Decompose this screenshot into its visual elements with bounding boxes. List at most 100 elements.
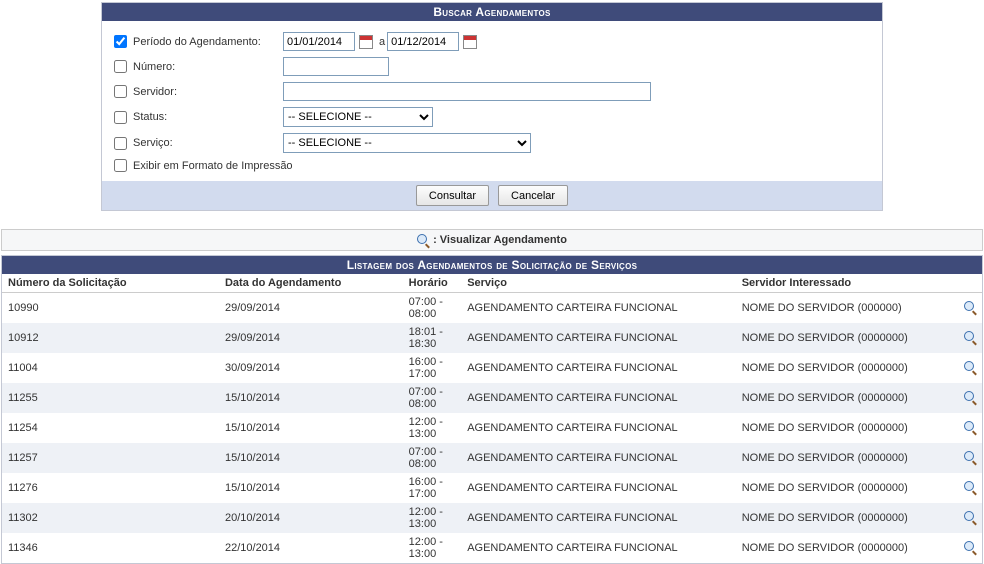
cell-data: 15/10/2014 bbox=[219, 383, 403, 413]
cell-data: 29/09/2014 bbox=[219, 323, 403, 353]
col-header-action bbox=[958, 274, 982, 293]
listing-table: Número da Solicitação Data do Agendament… bbox=[2, 274, 982, 563]
periodo-checkbox[interactable] bbox=[114, 35, 127, 48]
cell-servidor: NOME DO SERVIDOR (0000000) bbox=[736, 323, 958, 353]
cancelar-button[interactable]: Cancelar bbox=[498, 185, 568, 206]
cell-servico: AGENDAMENTO CARTEIRA FUNCIONAL bbox=[461, 293, 736, 324]
periodo-label: Período do Agendamento: bbox=[133, 36, 283, 48]
cell-horario: 12:00 - 13:00 bbox=[403, 503, 462, 533]
legend-text: : Visualizar Agendamento bbox=[433, 234, 567, 246]
search-panel: Buscar Agendamentos Período do Agendamen… bbox=[101, 2, 883, 211]
row-status: Status: -- SELECIONE -- bbox=[114, 104, 870, 130]
view-icon[interactable] bbox=[964, 541, 976, 553]
search-panel-footer: Consultar Cancelar bbox=[102, 181, 882, 210]
col-header-servico: Serviço bbox=[461, 274, 736, 293]
cell-servico: AGENDAMENTO CARTEIRA FUNCIONAL bbox=[461, 533, 736, 563]
cell-numero: 11276 bbox=[2, 473, 219, 503]
calendar-icon[interactable] bbox=[359, 35, 373, 49]
cell-servico: AGENDAMENTO CARTEIRA FUNCIONAL bbox=[461, 353, 736, 383]
cell-action bbox=[958, 353, 982, 383]
cell-servico: AGENDAMENTO CARTEIRA FUNCIONAL bbox=[461, 473, 736, 503]
cell-action bbox=[958, 503, 982, 533]
servico-checkbox[interactable] bbox=[114, 137, 127, 150]
table-row: 1130220/10/201412:00 - 13:00AGENDAMENTO … bbox=[2, 503, 982, 533]
servidor-input[interactable] bbox=[283, 82, 651, 101]
cell-action bbox=[958, 413, 982, 443]
numero-checkbox[interactable] bbox=[114, 60, 127, 73]
consultar-button[interactable]: Consultar bbox=[416, 185, 489, 206]
table-row: 1091229/09/201418:01 - 18:30AGENDAMENTO … bbox=[2, 323, 982, 353]
cell-horario: 07:00 - 08:00 bbox=[403, 443, 462, 473]
cell-action bbox=[958, 383, 982, 413]
table-row: 1127615/10/201416:00 - 17:00AGENDAMENTO … bbox=[2, 473, 982, 503]
table-row: 1125715/10/201407:00 - 08:00AGENDAMENTO … bbox=[2, 443, 982, 473]
status-select[interactable]: -- SELECIONE -- bbox=[283, 107, 433, 127]
cell-action bbox=[958, 323, 982, 353]
view-icon[interactable] bbox=[964, 331, 976, 343]
cell-servidor: NOME DO SERVIDOR (0000000) bbox=[736, 503, 958, 533]
cell-data: 29/09/2014 bbox=[219, 293, 403, 324]
row-print: Exibir em Formato de Impressão bbox=[114, 156, 870, 175]
status-checkbox[interactable] bbox=[114, 111, 127, 124]
date-to-input[interactable] bbox=[387, 32, 459, 51]
view-icon[interactable] bbox=[964, 391, 976, 403]
cell-servidor: NOME DO SERVIDOR (0000000) bbox=[736, 413, 958, 443]
view-icon[interactable] bbox=[964, 421, 976, 433]
cell-servico: AGENDAMENTO CARTEIRA FUNCIONAL bbox=[461, 413, 736, 443]
date-separator: a bbox=[379, 36, 385, 48]
print-checkbox[interactable] bbox=[114, 159, 127, 172]
table-row: 1125415/10/201412:00 - 13:00AGENDAMENTO … bbox=[2, 413, 982, 443]
table-row: 1100430/09/201416:00 - 17:00AGENDAMENTO … bbox=[2, 353, 982, 383]
cell-horario: 12:00 - 13:00 bbox=[403, 413, 462, 443]
servico-select[interactable]: -- SELECIONE -- bbox=[283, 133, 531, 153]
cell-servico: AGENDAMENTO CARTEIRA FUNCIONAL bbox=[461, 443, 736, 473]
search-panel-title: Buscar Agendamentos bbox=[102, 3, 882, 21]
col-header-data: Data do Agendamento bbox=[219, 274, 403, 293]
cell-data: 15/10/2014 bbox=[219, 413, 403, 443]
cell-data: 22/10/2014 bbox=[219, 533, 403, 563]
cell-numero: 11004 bbox=[2, 353, 219, 383]
view-icon[interactable] bbox=[964, 361, 976, 373]
table-row: 1125515/10/201407:00 - 08:00AGENDAMENTO … bbox=[2, 383, 982, 413]
listing-panel-title: Listagem dos Agendamentos de Solicitação… bbox=[2, 256, 982, 274]
cell-servidor: NOME DO SERVIDOR (0000000) bbox=[736, 473, 958, 503]
cell-horario: 12:00 - 13:00 bbox=[403, 533, 462, 563]
view-icon[interactable] bbox=[964, 481, 976, 493]
cell-numero: 11346 bbox=[2, 533, 219, 563]
table-row: 1099029/09/201407:00 - 08:00AGENDAMENTO … bbox=[2, 293, 982, 324]
magnifier-icon bbox=[417, 234, 429, 246]
cell-servidor: NOME DO SERVIDOR (0000000) bbox=[736, 533, 958, 563]
col-header-numero: Número da Solicitação bbox=[2, 274, 219, 293]
legend-bar: : Visualizar Agendamento bbox=[1, 229, 983, 251]
cell-horario: 07:00 - 08:00 bbox=[403, 293, 462, 324]
view-icon[interactable] bbox=[964, 301, 976, 313]
date-from-input[interactable] bbox=[283, 32, 355, 51]
row-periodo: Período do Agendamento: a bbox=[114, 29, 870, 54]
cell-horario: 16:00 - 17:00 bbox=[403, 353, 462, 383]
cell-data: 15/10/2014 bbox=[219, 473, 403, 503]
cell-servidor: NOME DO SERVIDOR (000000) bbox=[736, 293, 958, 324]
view-icon[interactable] bbox=[964, 451, 976, 463]
cell-servico: AGENDAMENTO CARTEIRA FUNCIONAL bbox=[461, 503, 736, 533]
listing-panel: Listagem dos Agendamentos de Solicitação… bbox=[1, 255, 983, 564]
cell-action bbox=[958, 443, 982, 473]
cell-data: 30/09/2014 bbox=[219, 353, 403, 383]
search-form: Período do Agendamento: a Número: Servid… bbox=[102, 21, 882, 181]
servidor-checkbox[interactable] bbox=[114, 85, 127, 98]
cell-action bbox=[958, 473, 982, 503]
cell-horario: 18:01 - 18:30 bbox=[403, 323, 462, 353]
cell-servico: AGENDAMENTO CARTEIRA FUNCIONAL bbox=[461, 383, 736, 413]
servidor-label: Servidor: bbox=[133, 86, 283, 98]
calendar-icon[interactable] bbox=[463, 35, 477, 49]
view-icon[interactable] bbox=[964, 511, 976, 523]
table-row: 1134622/10/201412:00 - 13:00AGENDAMENTO … bbox=[2, 533, 982, 563]
cell-numero: 11257 bbox=[2, 443, 219, 473]
cell-numero: 11302 bbox=[2, 503, 219, 533]
cell-data: 15/10/2014 bbox=[219, 443, 403, 473]
status-label: Status: bbox=[133, 111, 283, 123]
col-header-horario: Horário bbox=[403, 274, 462, 293]
cell-servidor: NOME DO SERVIDOR (0000000) bbox=[736, 443, 958, 473]
numero-input[interactable] bbox=[283, 57, 389, 76]
cell-servidor: NOME DO SERVIDOR (0000000) bbox=[736, 353, 958, 383]
servico-label: Serviço: bbox=[133, 137, 283, 149]
